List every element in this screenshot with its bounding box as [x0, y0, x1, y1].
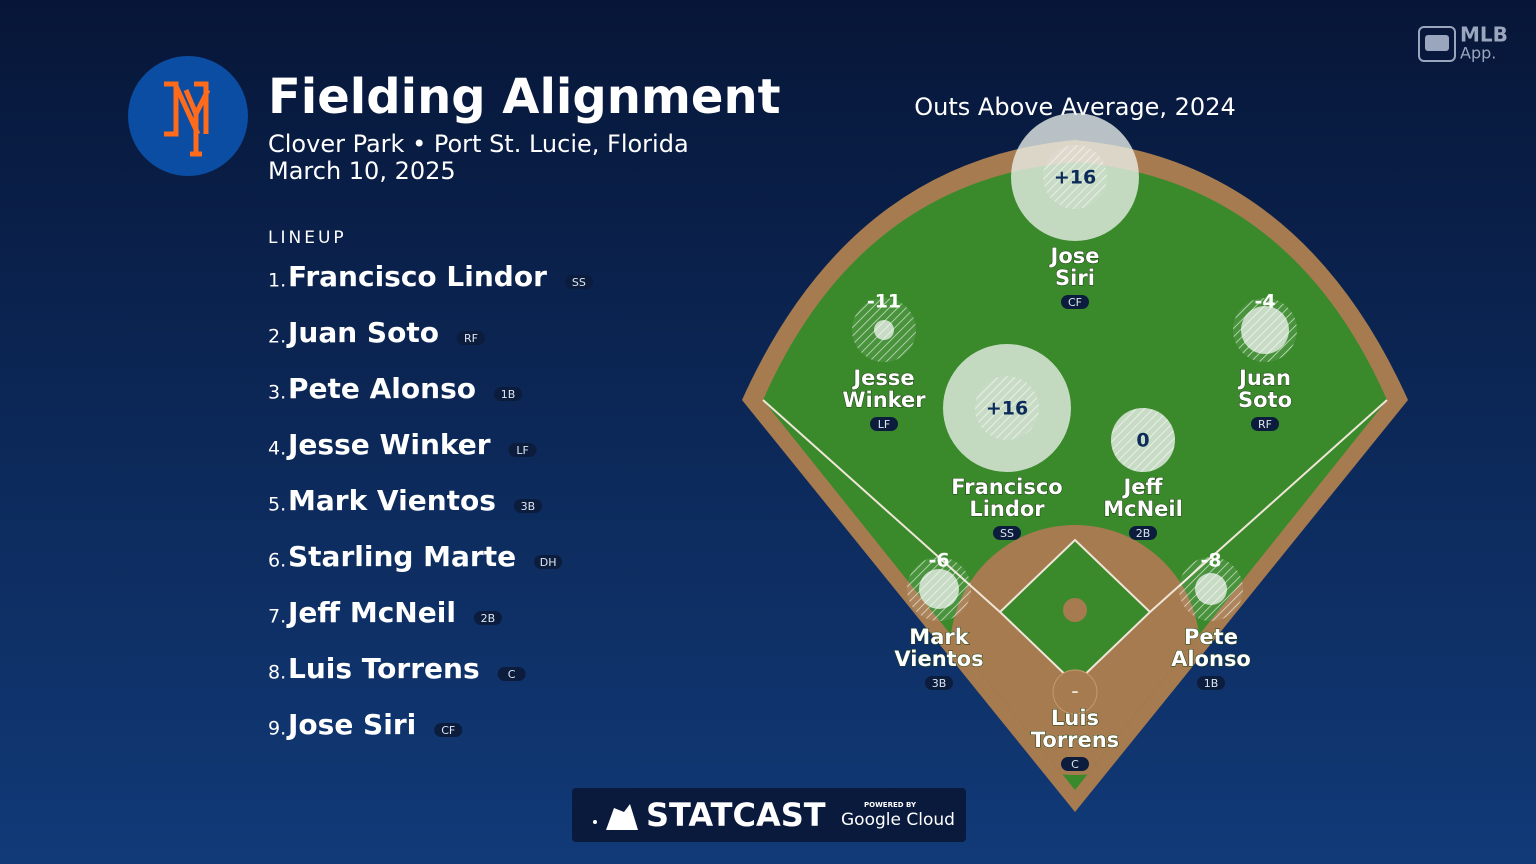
player-name: Pete — [1184, 625, 1238, 649]
position-badge — [1061, 757, 1089, 771]
dynamic-layer: 1. Francisco Lindor SS2. Juan Soto RF3. Pete … — [268, 113, 1297, 771]
oaa-label: -4 — [1254, 291, 1275, 313]
lineup-order: 4. — [268, 438, 286, 460]
position-text: DH — [540, 556, 557, 569]
player-name: Jeff — [1121, 475, 1163, 499]
player-name: Alonso — [1171, 647, 1251, 671]
lineup-order: 7. — [268, 606, 286, 628]
position-badge — [456, 331, 485, 345]
oaa-hatch — [1111, 408, 1175, 472]
player-name: Juan — [1237, 366, 1291, 390]
oaa-label: 0 — [1136, 430, 1149, 452]
lineup-order: 5. — [268, 494, 286, 516]
player-name: Winker — [842, 388, 926, 412]
footer: STATCAST POWERED BY Google Cloud — [572, 788, 966, 842]
app-top: MLB — [1460, 23, 1508, 47]
position-text: RF — [464, 332, 478, 345]
player-name: Lindor — [969, 497, 1045, 521]
player-name: Jose — [1049, 244, 1100, 268]
position-text: 1B — [501, 388, 516, 401]
footer-powered: POWERED BY — [864, 801, 917, 809]
player-name: Siri — [1055, 266, 1095, 290]
oaa-hatch — [1179, 557, 1243, 621]
lineup-name: Francisco Lindor — [288, 260, 547, 293]
position-text: 3B — [521, 500, 536, 513]
position-text: RF — [1258, 418, 1272, 431]
position-text: CF — [1068, 296, 1082, 309]
lineup-order: 6. — [268, 550, 286, 572]
oaa-hatch — [1043, 145, 1107, 209]
position-text: 2B — [1136, 527, 1151, 540]
lineup-order: 1. — [268, 270, 286, 292]
lineup-name: Juan Soto — [286, 316, 439, 349]
app-badge: MLB App. — [1418, 23, 1508, 63]
position-text: LF — [878, 418, 890, 431]
location: Clover Park • Port St. Lucie, Florida — [268, 130, 689, 158]
oaa-label: – — [1072, 684, 1079, 700]
position-badge — [513, 499, 542, 513]
position-badge — [1251, 417, 1279, 431]
position-text: 3B — [932, 677, 947, 690]
oaa-label: -6 — [928, 550, 949, 572]
oaa-hatch — [852, 298, 916, 362]
lineup-name: Jeff McNeil — [286, 596, 456, 629]
oaa-hatch — [1233, 298, 1297, 362]
position-badge — [870, 417, 898, 431]
team-logo — [128, 56, 248, 176]
oaa-label: +16 — [986, 398, 1028, 420]
lineup-order: 8. — [268, 662, 286, 684]
lineup-label: LINEUP — [268, 228, 347, 248]
lineup-name: Mark Vientos — [288, 484, 496, 517]
position-text: SS — [572, 276, 586, 289]
lineup-order: 2. — [268, 326, 286, 348]
position-badge — [434, 723, 463, 737]
position-text: C — [508, 668, 516, 681]
lineup-order: 3. — [268, 382, 286, 404]
date: March 10, 2025 — [268, 157, 456, 185]
oaa-label: -11 — [867, 291, 901, 313]
player-name: Vientos — [894, 647, 983, 671]
lineup-name: Pete Alonso — [288, 372, 476, 405]
position-badge — [534, 555, 563, 569]
oaa-label: +16 — [1054, 167, 1096, 189]
lineup-order: 9. — [268, 718, 286, 740]
player-name: McNeil — [1103, 497, 1183, 521]
oaa-hatch — [907, 557, 971, 621]
player-name: Torrens — [1031, 728, 1119, 752]
lineup-name: Jesse Winker — [286, 428, 491, 461]
position-badge — [1129, 526, 1157, 540]
player-name: Luis — [1051, 706, 1099, 730]
position-badge — [497, 667, 526, 681]
position-badge — [1061, 295, 1089, 309]
lineup-name: Starling Marte — [288, 540, 516, 573]
player-name: Mark — [909, 625, 969, 649]
position-badge — [925, 676, 953, 690]
player-name: Jesse — [851, 366, 914, 390]
position-text: CF — [441, 724, 455, 737]
position-badge — [1197, 676, 1225, 690]
position-text: 2B — [481, 612, 496, 625]
position-text: 1B — [1204, 677, 1219, 690]
player-name: Francisco — [951, 475, 1063, 499]
footer-main: STATCAST — [646, 796, 826, 834]
footer-cloud: Google Cloud — [841, 810, 955, 830]
position-text: LF — [516, 444, 528, 457]
position-badge — [993, 526, 1021, 540]
lineup-name: Luis Torrens — [288, 652, 480, 685]
player-name: Soto — [1238, 388, 1292, 412]
position-badge — [564, 275, 593, 289]
position-badge — [493, 387, 522, 401]
oaa-label: -8 — [1200, 550, 1221, 572]
position-text: C — [1071, 758, 1079, 771]
lineup-name: Jose Siri — [286, 708, 416, 741]
title: Fielding Alignment — [268, 69, 781, 125]
oaa-hatch — [975, 376, 1039, 440]
position-badge — [473, 611, 502, 625]
position-text: SS — [1000, 527, 1014, 540]
app-bottom: App. — [1460, 44, 1496, 63]
position-badge — [508, 443, 537, 457]
